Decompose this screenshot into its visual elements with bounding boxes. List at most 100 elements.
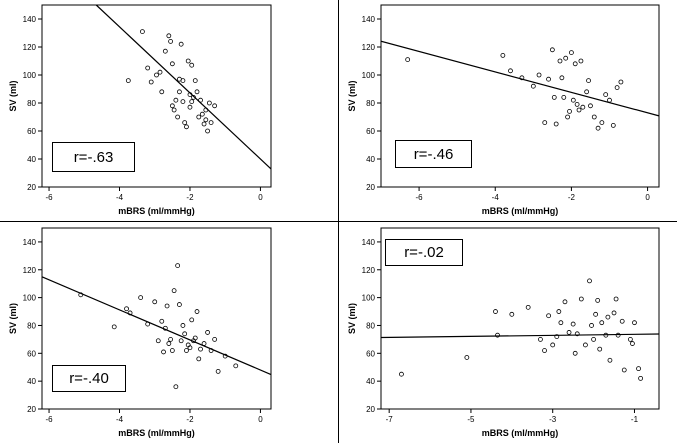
data-point (157, 69, 163, 75)
y-tick-label: 100 (23, 294, 37, 303)
data-point (630, 341, 635, 346)
data-point (561, 95, 567, 100)
data-point (638, 375, 644, 381)
x-tick-label: -6 (416, 193, 424, 202)
data-point (196, 114, 202, 120)
data-point (176, 89, 182, 95)
data-point (208, 120, 214, 125)
x-tick-label: -5 (467, 415, 475, 424)
correlation-label: r=-.63 (52, 142, 135, 172)
data-point (536, 72, 542, 78)
y-axis-label: SV (ml) (347, 80, 357, 111)
y-tick-label: 120 (23, 266, 37, 275)
y-tick-label: 40 (366, 377, 375, 386)
data-point (562, 299, 568, 305)
data-point (583, 342, 588, 348)
data-point (553, 121, 559, 127)
data-point (208, 348, 214, 353)
y-tick-label: 100 (23, 71, 37, 80)
correlation-label: r=-.02 (385, 239, 463, 266)
data-point (557, 58, 563, 64)
data-point (613, 296, 619, 302)
data-point (530, 83, 536, 89)
data-point (189, 317, 195, 323)
x-tick-label: 0 (258, 415, 263, 424)
y-tick-label: 60 (27, 127, 36, 136)
data-point (159, 89, 165, 95)
data-point (201, 121, 207, 127)
data-point (124, 306, 129, 312)
data-point (519, 75, 525, 81)
x-tick-label: -7 (386, 415, 394, 424)
y-tick-label: 20 (366, 183, 375, 192)
scatter-panel-2: 20 40 60 80 100 120 140 -6 -4 -2 0 mBRS (ml/mmHg) SV… (339, 0, 677, 221)
data-point (206, 100, 212, 106)
data-point (194, 309, 200, 314)
y-tick-label: 100 (362, 294, 376, 303)
y-tick-label: 60 (27, 349, 36, 358)
data-point (140, 29, 145, 35)
x-tick-label: -1 (631, 415, 639, 424)
y-tick-label: 80 (366, 321, 375, 330)
y-axis-label: SV (ml) (8, 80, 18, 111)
y-tick-label: 120 (23, 43, 37, 52)
data-point (546, 313, 552, 319)
data-point (127, 310, 133, 316)
data-point (546, 76, 551, 82)
data-point (184, 124, 189, 130)
data-point (162, 325, 168, 331)
data-point (111, 324, 117, 330)
data-point (509, 311, 515, 317)
data-point (621, 367, 627, 373)
data-point (178, 41, 184, 47)
panel-divider-horizontal (0, 221, 677, 222)
correlation-label: r=-.46 (395, 140, 472, 168)
data-point (78, 292, 84, 298)
data-point (574, 331, 580, 337)
data-point (212, 103, 218, 109)
x-axis-label: mBRS (ml/mmHg) (118, 428, 195, 438)
x-tick-label: -2 (186, 415, 194, 424)
data-point (565, 114, 571, 120)
data-point (558, 320, 564, 326)
data-point (189, 62, 195, 68)
data-point (180, 78, 186, 83)
data-point (593, 311, 599, 317)
data-point (538, 336, 543, 342)
data-point (595, 298, 601, 303)
data-point (191, 95, 196, 100)
data-point (161, 349, 166, 355)
y-axis-label: SV (ml) (347, 303, 357, 334)
data-point (125, 78, 131, 83)
data-point (556, 309, 562, 314)
data-point (145, 321, 151, 327)
data-point (587, 278, 592, 284)
data-point (570, 97, 576, 103)
data-point (542, 120, 548, 125)
y-tick-label: 60 (366, 127, 375, 136)
data-point (618, 79, 624, 85)
data-point (614, 85, 620, 90)
data-point (550, 342, 556, 348)
data-point (205, 128, 210, 134)
data-point (169, 103, 175, 109)
data-point (591, 336, 596, 342)
data-point (464, 355, 470, 360)
y-tick-label: 140 (23, 15, 37, 24)
y-tick-label: 80 (27, 321, 36, 330)
data-point (588, 103, 593, 109)
data-point (203, 107, 209, 113)
data-point (584, 89, 590, 95)
data-point (180, 99, 186, 104)
data-point (173, 97, 179, 103)
data-point (636, 366, 641, 372)
data-point (155, 338, 161, 344)
data-point (182, 331, 188, 337)
data-point (495, 332, 500, 338)
data-point (201, 341, 207, 346)
data-point (597, 346, 603, 352)
data-point (569, 50, 574, 55)
data-point (566, 330, 572, 335)
x-tick-label: -2 (186, 193, 194, 202)
